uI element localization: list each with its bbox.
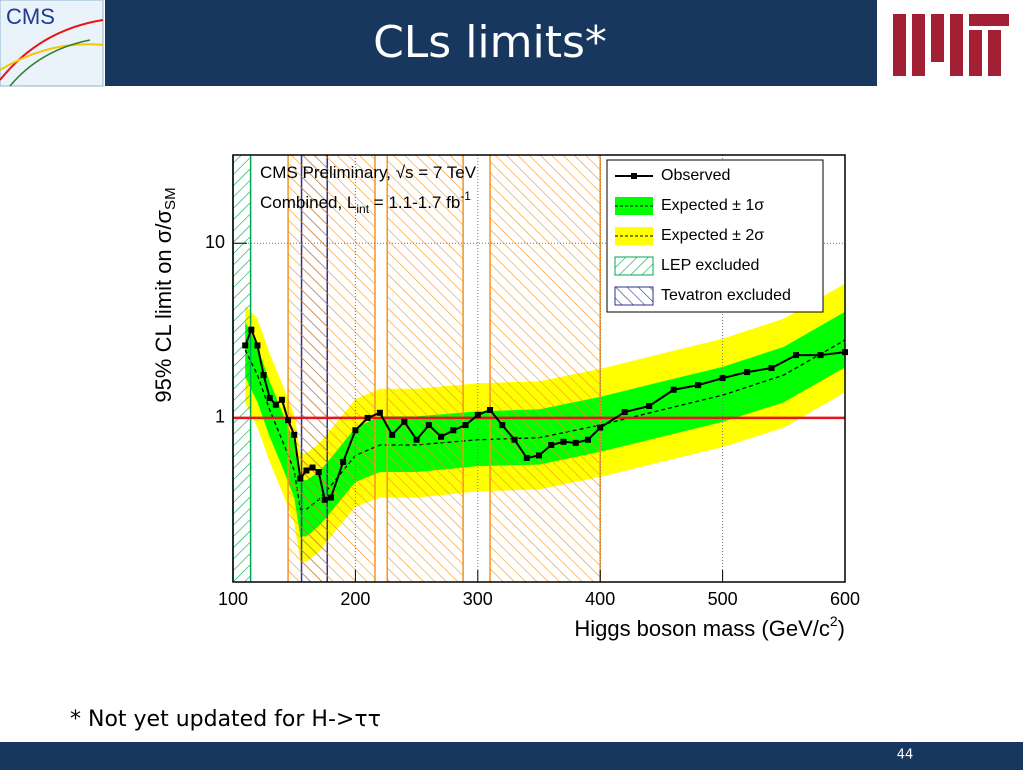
page-number: 44 — [897, 748, 914, 763]
observed-marker — [450, 427, 457, 434]
x-tick-label: 400 — [585, 589, 615, 609]
observed-marker — [266, 395, 273, 402]
legend-label: LEP excluded — [661, 257, 759, 274]
excluded-region — [288, 155, 375, 582]
observed-marker — [278, 396, 285, 403]
observed-marker — [321, 496, 328, 503]
legend-symbol — [614, 256, 654, 276]
observed-marker — [584, 436, 591, 443]
observed-marker — [511, 436, 518, 443]
observed-marker — [474, 411, 481, 418]
observed-marker — [646, 403, 653, 410]
legend: Observed Expected ± 1σ Expected ± 2σ LEP ex… — [606, 159, 824, 313]
x-tick-label: 100 — [218, 589, 248, 609]
observed-marker — [260, 372, 267, 379]
x-axis-label: Higgs boson mass (GeV/c2) — [574, 613, 845, 641]
observed-marker — [695, 382, 702, 389]
excluded-region — [490, 155, 601, 582]
observed-marker — [548, 441, 555, 448]
annotation-text: Combined, L — [260, 193, 356, 212]
observed-marker — [438, 433, 445, 440]
observed-marker — [487, 407, 494, 414]
y-axis-label: 95% CL limit on σ/σSM — [151, 187, 179, 402]
observed-marker — [364, 414, 371, 421]
observed-marker — [303, 467, 310, 474]
observed-marker — [413, 436, 420, 443]
observed-marker — [597, 424, 604, 431]
observed-marker — [315, 469, 322, 476]
cms-logo: CMS — [0, 0, 104, 87]
observed-marker — [744, 369, 751, 376]
observed-marker — [242, 342, 249, 349]
x-axis-label-sup: 2 — [830, 613, 838, 629]
observed-marker — [572, 439, 579, 446]
annotation-text: = 1.1-1.7 fb — [369, 193, 460, 212]
legend-symbol — [631, 173, 637, 179]
legend-label: Observed — [661, 167, 730, 184]
cms-logo-text: CMS — [6, 4, 55, 29]
legend-symbol — [615, 227, 653, 245]
y-axis-label-main: 95% CL limit on σ/σ — [151, 210, 176, 403]
observed-marker — [560, 438, 567, 445]
x-tick-label: 300 — [463, 589, 493, 609]
y-axis-label-sub: SM — [162, 187, 179, 210]
observed-marker — [536, 452, 542, 459]
observed-marker — [327, 494, 334, 501]
observed-marker — [817, 352, 824, 359]
observed-marker — [523, 454, 530, 461]
header-bar — [105, 0, 877, 86]
y-tick-label: 10 — [205, 232, 225, 252]
observed-marker — [621, 409, 628, 416]
observed-marker — [297, 475, 304, 482]
annotation: CMS Preliminary, √s = 7 TeV — [260, 163, 477, 182]
slide-title: CLs limits* — [373, 17, 607, 68]
observed-marker — [340, 458, 347, 465]
excluded-region — [233, 155, 251, 582]
x-tick-label: 600 — [830, 589, 860, 609]
observed-marker — [352, 427, 359, 434]
observed-marker — [462, 422, 469, 429]
observed-marker — [272, 401, 279, 408]
observed-marker — [389, 431, 396, 438]
observed-marker — [425, 422, 432, 429]
legend-label: Tevatron excluded — [661, 287, 791, 304]
observed-marker — [768, 365, 775, 372]
legend-symbol — [615, 197, 653, 215]
x-axis-label-end: ) — [838, 616, 845, 641]
footer-bar — [0, 742, 1023, 770]
observed-marker — [401, 418, 408, 425]
y-tick-label: 1 — [215, 407, 225, 427]
observed-marker — [376, 409, 383, 416]
annotation: Combined, Lint = 1.1-1.7 fb-1 — [260, 189, 471, 216]
observed-marker — [254, 342, 261, 349]
observed-marker — [285, 417, 292, 424]
x-tick-label: 200 — [340, 589, 370, 609]
observed-marker — [719, 375, 726, 382]
legend-symbol — [614, 286, 654, 306]
mit-logo — [893, 14, 1009, 76]
plot-frame — [232, 154, 846, 583]
x-tick-label: 500 — [708, 589, 738, 609]
footnote: * Not yet updated for H->ττ — [70, 707, 381, 732]
observed-marker — [309, 464, 316, 471]
observed-marker — [670, 386, 677, 393]
observed-marker — [248, 326, 255, 333]
annotation-sub: int — [356, 202, 369, 216]
observed-marker — [291, 431, 298, 438]
legend-label: Expected ± 2σ — [661, 227, 764, 244]
observed-marker — [793, 352, 800, 359]
x-axis-label-main: Higgs boson mass (GeV/c — [574, 616, 830, 641]
legend-label: Expected ± 1σ — [661, 197, 764, 214]
observed-marker — [499, 422, 506, 429]
chart: 100 200 300 400 500 600 1 10 Observed Expected ± … — [205, 154, 860, 609]
annotation-text: CMS Preliminary, √s = 7 TeV — [260, 163, 477, 182]
annotation-sup: -1 — [460, 189, 471, 203]
excluded-region — [387, 155, 464, 582]
